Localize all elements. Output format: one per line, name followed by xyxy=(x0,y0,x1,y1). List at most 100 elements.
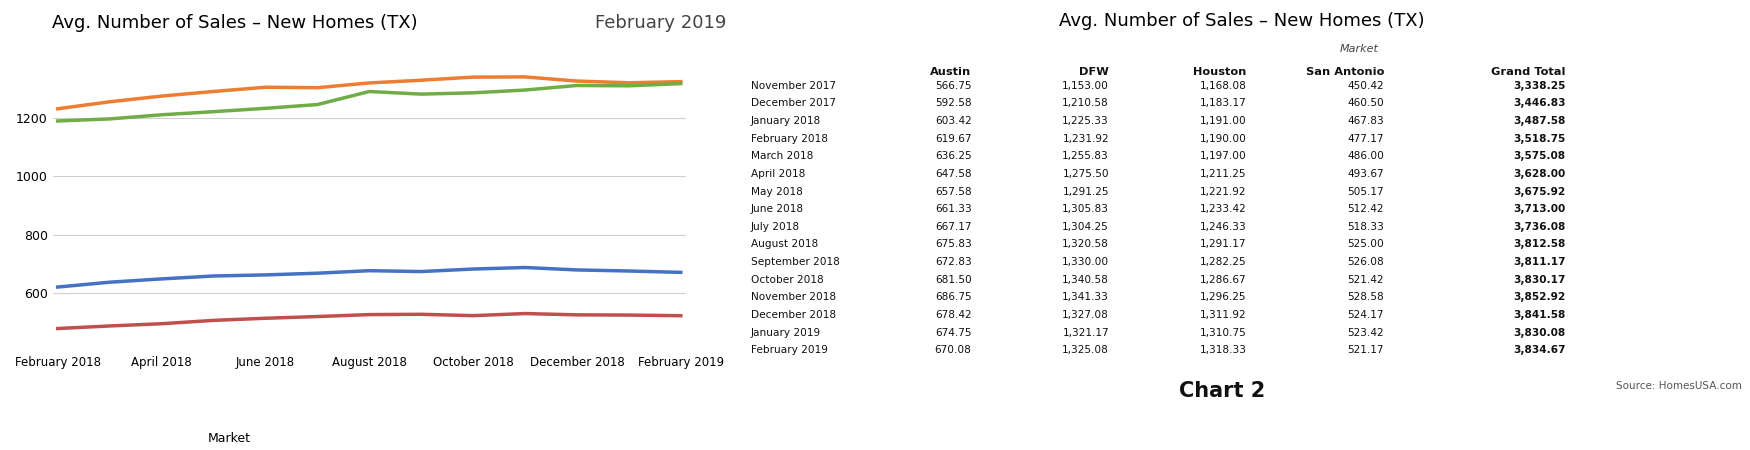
Text: Grand Total: Grand Total xyxy=(1491,68,1566,77)
Text: May 2018: May 2018 xyxy=(751,187,803,197)
Text: 460.50: 460.50 xyxy=(1348,99,1384,108)
Text: 1,291.17: 1,291.17 xyxy=(1200,239,1246,249)
Text: 678.42: 678.42 xyxy=(934,310,971,320)
Text: 1,320.58: 1,320.58 xyxy=(1062,239,1110,249)
Text: 1,233.42: 1,233.42 xyxy=(1200,204,1246,214)
Text: January 2018: January 2018 xyxy=(751,116,821,126)
Text: 1,255.83: 1,255.83 xyxy=(1062,151,1110,161)
Text: 528.58: 528.58 xyxy=(1348,292,1384,302)
Text: 1,211.25: 1,211.25 xyxy=(1200,169,1246,179)
Text: 647.58: 647.58 xyxy=(934,169,971,179)
Text: 523.42: 523.42 xyxy=(1348,328,1384,338)
Text: December 2017: December 2017 xyxy=(751,99,835,108)
Text: 493.67: 493.67 xyxy=(1348,169,1384,179)
Text: 3,628.00: 3,628.00 xyxy=(1514,169,1566,179)
Text: January 2019: January 2019 xyxy=(751,328,821,338)
Text: 1,291.25: 1,291.25 xyxy=(1062,187,1110,197)
Text: 675.83: 675.83 xyxy=(934,239,971,249)
Text: 1,325.08: 1,325.08 xyxy=(1062,345,1110,355)
Text: Austin: Austin xyxy=(931,68,971,77)
Text: DFW: DFW xyxy=(1080,68,1110,77)
Text: 477.17: 477.17 xyxy=(1348,134,1384,144)
Text: 521.17: 521.17 xyxy=(1348,345,1384,355)
Text: 524.17: 524.17 xyxy=(1348,310,1384,320)
Text: 1,296.25: 1,296.25 xyxy=(1200,292,1246,302)
Text: 3,830.17: 3,830.17 xyxy=(1514,274,1566,285)
Text: 1,305.83: 1,305.83 xyxy=(1062,204,1110,214)
Text: 1,190.00: 1,190.00 xyxy=(1199,134,1246,144)
Text: 1,340.58: 1,340.58 xyxy=(1062,274,1110,285)
Text: Avg. Number of Sales – New Homes (TX): Avg. Number of Sales – New Homes (TX) xyxy=(1059,12,1424,30)
Text: 3,736.08: 3,736.08 xyxy=(1514,222,1566,232)
Text: Avg. Number of Sales – New Homes (TX): Avg. Number of Sales – New Homes (TX) xyxy=(52,14,418,32)
Text: 467.83: 467.83 xyxy=(1348,116,1384,126)
Text: 1,168.08: 1,168.08 xyxy=(1199,81,1246,91)
Text: 603.42: 603.42 xyxy=(934,116,971,126)
Text: 657.58: 657.58 xyxy=(934,187,971,197)
Text: 512.42: 512.42 xyxy=(1348,204,1384,214)
Text: 667.17: 667.17 xyxy=(934,222,971,232)
Text: 1,210.58: 1,210.58 xyxy=(1062,99,1110,108)
Text: 3,834.67: 3,834.67 xyxy=(1514,345,1566,355)
Text: 1,191.00: 1,191.00 xyxy=(1200,116,1246,126)
Text: 1,275.50: 1,275.50 xyxy=(1062,169,1110,179)
Text: 526.08: 526.08 xyxy=(1348,257,1384,267)
Text: 1,183.17: 1,183.17 xyxy=(1200,99,1246,108)
Text: February 2019: February 2019 xyxy=(595,14,726,32)
Text: 3,338.25: 3,338.25 xyxy=(1514,81,1566,91)
Text: 1,311.92: 1,311.92 xyxy=(1200,310,1246,320)
Text: 505.17: 505.17 xyxy=(1348,187,1384,197)
Text: 3,446.83: 3,446.83 xyxy=(1514,99,1566,108)
Text: July 2018: July 2018 xyxy=(751,222,800,232)
Text: 674.75: 674.75 xyxy=(934,328,971,338)
Text: February 2019: February 2019 xyxy=(751,345,828,355)
Text: 3,487.58: 3,487.58 xyxy=(1514,116,1566,126)
Text: 1,197.00: 1,197.00 xyxy=(1200,151,1246,161)
Text: February 2018: February 2018 xyxy=(751,134,828,144)
Text: Market: Market xyxy=(1340,44,1379,54)
Text: 518.33: 518.33 xyxy=(1348,222,1384,232)
Text: 670.08: 670.08 xyxy=(934,345,971,355)
Text: 1,153.00: 1,153.00 xyxy=(1062,81,1110,91)
Text: 3,675.92: 3,675.92 xyxy=(1514,187,1566,197)
Text: Houston: Houston xyxy=(1194,68,1246,77)
Text: 521.42: 521.42 xyxy=(1348,274,1384,285)
Text: 619.67: 619.67 xyxy=(934,134,971,144)
Text: 1,321.17: 1,321.17 xyxy=(1062,328,1110,338)
Text: March 2018: March 2018 xyxy=(751,151,814,161)
Text: Chart 2: Chart 2 xyxy=(1180,381,1265,400)
Text: August 2018: August 2018 xyxy=(751,239,817,249)
Text: December 2018: December 2018 xyxy=(751,310,836,320)
Text: 1,330.00: 1,330.00 xyxy=(1062,257,1110,267)
Text: November 2017: November 2017 xyxy=(751,81,835,91)
Text: 3,518.75: 3,518.75 xyxy=(1514,134,1566,144)
Text: 636.25: 636.25 xyxy=(934,151,971,161)
Text: 686.75: 686.75 xyxy=(934,292,971,302)
Text: 3,812.58: 3,812.58 xyxy=(1514,239,1566,249)
Text: 1,231.92: 1,231.92 xyxy=(1062,134,1110,144)
Text: 525.00: 525.00 xyxy=(1348,239,1384,249)
Text: 3,830.08: 3,830.08 xyxy=(1514,328,1566,338)
Text: 1,341.33: 1,341.33 xyxy=(1062,292,1110,302)
Text: 450.42: 450.42 xyxy=(1348,81,1384,91)
Text: 3,841.58: 3,841.58 xyxy=(1514,310,1566,320)
Text: 3,575.08: 3,575.08 xyxy=(1514,151,1566,161)
Text: 1,286.67: 1,286.67 xyxy=(1200,274,1246,285)
Text: 566.75: 566.75 xyxy=(934,81,971,91)
Text: 486.00: 486.00 xyxy=(1348,151,1384,161)
Text: Source: HomesUSA.com: Source: HomesUSA.com xyxy=(1617,381,1743,391)
Text: 1,246.33: 1,246.33 xyxy=(1200,222,1246,232)
Text: 1,225.33: 1,225.33 xyxy=(1062,116,1110,126)
Text: 1,310.75: 1,310.75 xyxy=(1200,328,1246,338)
Text: 1,304.25: 1,304.25 xyxy=(1062,222,1110,232)
Text: 1,282.25: 1,282.25 xyxy=(1200,257,1246,267)
Text: 681.50: 681.50 xyxy=(934,274,971,285)
Text: November 2018: November 2018 xyxy=(751,292,836,302)
Text: September 2018: September 2018 xyxy=(751,257,840,267)
Text: June 2018: June 2018 xyxy=(751,204,803,214)
Text: 1,221.92: 1,221.92 xyxy=(1200,187,1246,197)
Text: 661.33: 661.33 xyxy=(934,204,971,214)
Legend: Austin, DFW, Houston, San Antonio: Austin, DFW, Houston, San Antonio xyxy=(46,427,411,450)
Text: 672.83: 672.83 xyxy=(934,257,971,267)
Text: 592.58: 592.58 xyxy=(934,99,971,108)
